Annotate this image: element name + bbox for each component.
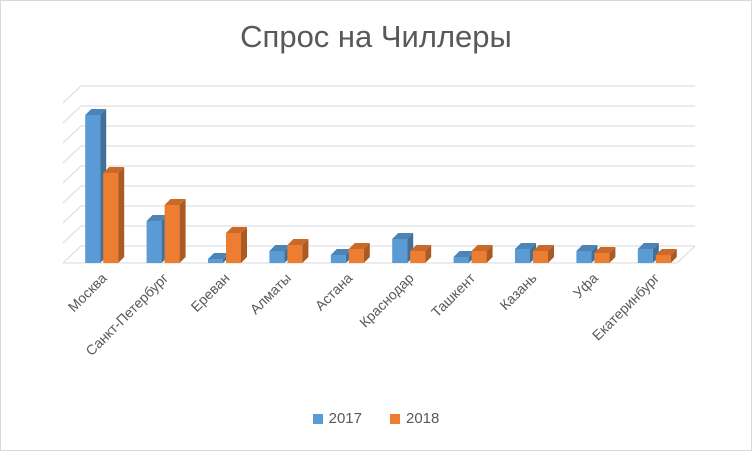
bar-side-2018-8 [609, 247, 616, 263]
bar-side-2018-3 [302, 239, 309, 263]
bar-top-2018-3 [287, 239, 309, 245]
bar-top-2017-4 [330, 249, 352, 255]
gridline-side [62, 125, 82, 144]
gridline-side [62, 245, 82, 264]
bar-2017-3 [269, 251, 285, 263]
bar-2017-1 [146, 221, 162, 263]
x-tick-label: Ереван [188, 270, 233, 315]
bar-2018-4 [348, 249, 364, 263]
gridline-side [62, 225, 82, 244]
bar-2018-8 [594, 253, 610, 263]
bar-top-2017-0 [85, 109, 107, 115]
x-tick-label: Алматы [247, 270, 294, 317]
gridline-side [62, 205, 82, 224]
bar-2018-1 [164, 205, 180, 263]
bar-side-2018-2 [241, 227, 247, 263]
legend: 2017 2018 [1, 410, 751, 427]
bar-top-2018-5 [410, 245, 432, 251]
bar-2017-5 [392, 239, 408, 263]
bar-top-2018-1 [164, 199, 186, 205]
bar-2017-6 [453, 257, 469, 263]
bar-2018-6 [471, 251, 487, 263]
bar-top-2017-8 [576, 245, 598, 251]
bar-top-2017-6 [453, 251, 475, 257]
x-tick-label: Астана [312, 270, 356, 314]
bar-top-2017-7 [515, 243, 536, 249]
x-tick-label: Казань [496, 270, 539, 313]
gridline-side [62, 85, 82, 104]
chart-title: Спрос на Чиллеры [240, 19, 512, 54]
legend-item-2017: 2017 [312, 410, 362, 427]
bar-top-2017-2 [208, 253, 229, 259]
bar-top-2018-6 [471, 245, 493, 251]
gridline-side [62, 145, 82, 164]
bar-side-2018-1 [179, 199, 186, 263]
bar-top-2018-2 [226, 227, 247, 233]
gridline-side [62, 105, 82, 124]
bar-2018-7 [533, 251, 548, 263]
bar-2017-2 [208, 259, 223, 263]
bar-2017-9 [637, 249, 653, 263]
legend-label-2017: 2017 [328, 410, 362, 427]
bar-top-2018-9 [655, 249, 677, 255]
bar-2018-5 [410, 251, 426, 263]
bar-2018-3 [287, 245, 303, 263]
bar-2017-7 [515, 249, 530, 263]
x-tick-label: Уфа [570, 270, 601, 301]
gridline-side [62, 165, 82, 184]
gridline-side [62, 185, 82, 204]
legend-swatch-2017 [312, 413, 323, 424]
bar-side-2018-0 [118, 167, 125, 263]
bar-2017-8 [576, 251, 592, 263]
bar-top-2017-1 [146, 215, 168, 221]
bar-2018-2 [226, 233, 241, 263]
bar-side-2018-4 [363, 243, 370, 263]
bar-top-2018-7 [533, 245, 554, 251]
bar-2018-0 [103, 173, 119, 263]
bar-2018-9 [655, 255, 671, 263]
bar-top-2017-9 [637, 243, 659, 249]
bar-2017-4 [330, 255, 346, 263]
x-tick-label: Краснодар [356, 270, 417, 331]
x-tick-label: Москва [65, 270, 110, 315]
bar-top-2018-0 [103, 167, 125, 173]
x-tick-label: Ташкент [428, 269, 479, 320]
legend-swatch-2018 [390, 413, 400, 424]
bar-top-2018-4 [348, 243, 370, 249]
legend-label-2018: 2018 [406, 410, 440, 427]
bar-side-2018-9 [670, 249, 677, 263]
bar-top-2017-5 [392, 233, 414, 239]
bar-2017-0 [85, 115, 101, 263]
bar-top-2018-8 [594, 247, 616, 253]
floor-edge-side [676, 245, 696, 264]
bar-top-2017-3 [269, 245, 291, 251]
legend-item-2018: 2018 [390, 410, 439, 427]
